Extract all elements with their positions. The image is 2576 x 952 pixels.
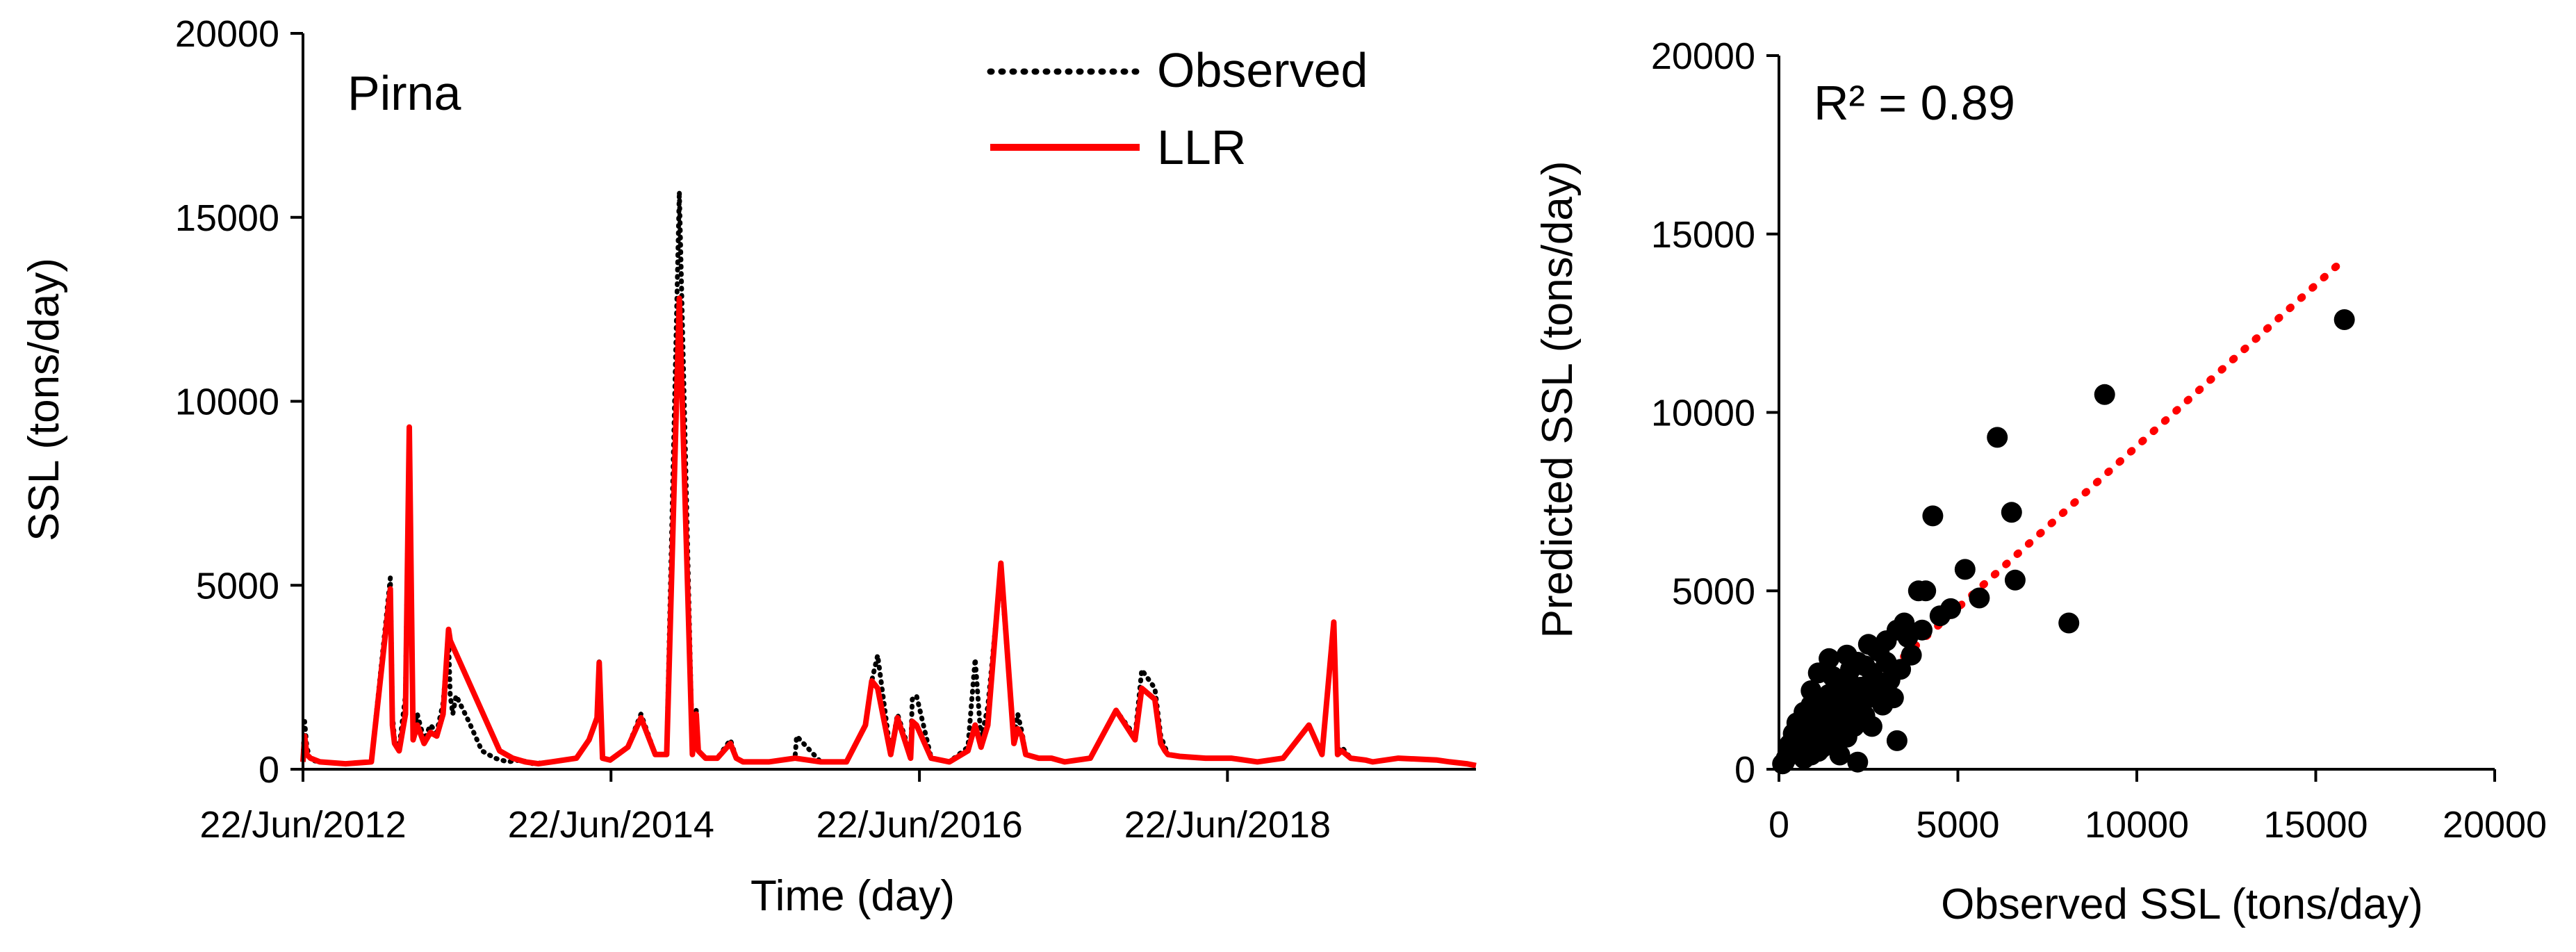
ts-y-axis-title: SSL (tons/day) bbox=[20, 258, 68, 541]
scatter-point bbox=[1789, 716, 1811, 737]
sc-x-tick-label: 5000 bbox=[1916, 804, 1999, 846]
ts-y-tick-label: 20000 bbox=[175, 13, 279, 55]
ts-y-tick-labels: 0 5000 10000 15000 20000 bbox=[175, 13, 303, 791]
scatter-point bbox=[1829, 744, 1851, 766]
sc-y-tick-label: 15000 bbox=[1651, 214, 1755, 256]
scatter-point bbox=[1836, 644, 1857, 666]
scatter-point bbox=[1879, 669, 1901, 691]
scatter-point bbox=[2333, 309, 2355, 330]
ts-x-tick-label: 22/Jun/2016 bbox=[816, 804, 1022, 846]
scatter-point bbox=[1819, 648, 1840, 669]
scatter-point bbox=[1882, 687, 1904, 709]
r-squared-annotation: R² = 0.89 bbox=[1814, 76, 2015, 130]
sc-y-axis-title: Predicted SSL (tons/day) bbox=[1534, 161, 1582, 639]
legend-observed-label: Observed bbox=[1157, 43, 1368, 97]
scatter-point bbox=[2001, 502, 2022, 523]
scatter-point bbox=[2058, 612, 2080, 634]
scatter-point bbox=[1844, 716, 1865, 737]
ts-x-tick-label: 22/Jun/2012 bbox=[199, 804, 406, 846]
scatter-point bbox=[1847, 751, 1869, 773]
series-line-observed bbox=[300, 189, 1479, 769]
series-line-llr bbox=[300, 295, 1477, 769]
scatter-point bbox=[1922, 505, 1944, 527]
scatter-point bbox=[1954, 559, 1976, 580]
scatter-point bbox=[1811, 737, 1832, 759]
scatter-point bbox=[1894, 612, 1915, 634]
ts-legend: Observed LLR bbox=[987, 43, 1368, 174]
sc-y-tick-label: 0 bbox=[1734, 749, 1755, 791]
sc-y-tick-label: 20000 bbox=[1651, 35, 1755, 77]
scatter-chart: R² = 0.89 0 5000 10000 15000 20000 0 5000 1000… bbox=[1534, 35, 2547, 928]
scatter-point bbox=[1800, 680, 1822, 701]
sc-y-tick-label: 10000 bbox=[1651, 393, 1755, 434]
sc-x-tick-label: 20000 bbox=[2443, 804, 2547, 846]
scatter-point bbox=[2094, 384, 2115, 405]
sc-axes bbox=[1778, 56, 2495, 771]
sc-x-axis-title: Observed SSL (tons/day) bbox=[1941, 880, 2423, 928]
ts-y-tick-label: 5000 bbox=[196, 565, 279, 607]
scatter-point bbox=[1969, 587, 1990, 609]
ts-y-tick-label: 10000 bbox=[175, 381, 279, 423]
scatter-point bbox=[1869, 641, 1890, 662]
scatter-point bbox=[1822, 694, 1844, 716]
sc-x-tick-label: 10000 bbox=[2085, 804, 2189, 846]
scatter-point bbox=[1901, 644, 1922, 666]
ts-x-tick-labels: 22/Jun/2012 22/Jun/2014 22/Jun/2016 22/Jun/… bbox=[199, 769, 1331, 846]
scatter-point bbox=[1807, 662, 1829, 684]
sc-x-tick-label: 0 bbox=[1769, 804, 1789, 846]
ts-y-tick-label: 15000 bbox=[175, 197, 279, 239]
scatter-point bbox=[1987, 427, 2008, 448]
site-annotation: Pirna bbox=[347, 66, 461, 120]
ts-x-axis-title: Time (day) bbox=[750, 872, 955, 920]
ts-x-tick-label: 22/Jun/2018 bbox=[1124, 804, 1331, 846]
scatter-point bbox=[1854, 655, 1876, 677]
legend-llr-label: LLR bbox=[1157, 120, 1246, 174]
scatter-points bbox=[1772, 309, 2355, 775]
sc-y-tick-label: 5000 bbox=[1672, 571, 1755, 612]
sc-x-tick-label: 15000 bbox=[2263, 804, 2368, 846]
ts-y-tick-label: 0 bbox=[259, 749, 279, 791]
scatter-point bbox=[1929, 605, 1951, 627]
scatter-point bbox=[1912, 619, 1933, 641]
scatter-point bbox=[1908, 580, 1929, 602]
scatter-point bbox=[1777, 741, 1798, 762]
sc-y-tick-labels: 0 5000 10000 15000 20000 bbox=[1651, 35, 1779, 791]
ts-x-tick-label: 22/Jun/2014 bbox=[508, 804, 714, 846]
scatter-point bbox=[1865, 669, 1887, 691]
ts-series-group bbox=[300, 189, 1479, 769]
scatter-point bbox=[2004, 569, 2026, 591]
sc-x-tick-labels: 0 5000 10000 15000 20000 bbox=[1769, 769, 2547, 846]
ts-axes bbox=[302, 33, 1476, 771]
scatter-point bbox=[1886, 730, 1908, 751]
